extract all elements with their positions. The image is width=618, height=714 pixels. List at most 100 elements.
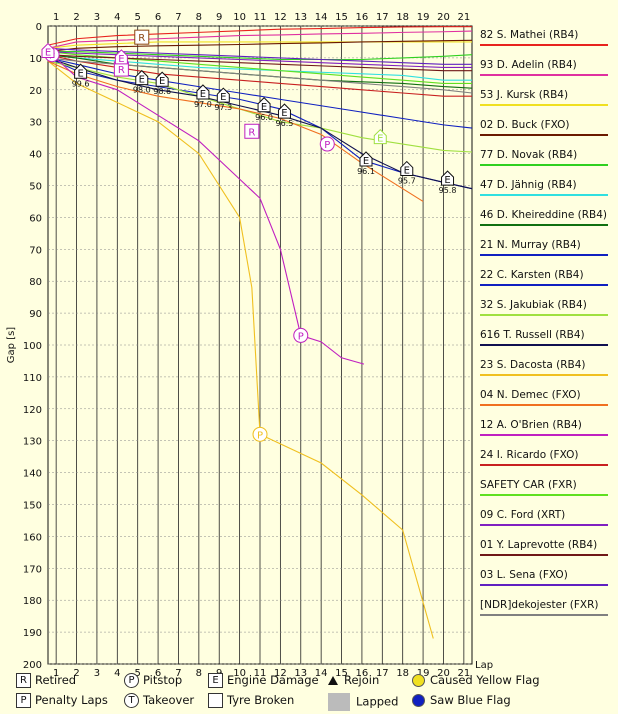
x-tick-label: 21 bbox=[457, 668, 470, 679]
marker-p: P bbox=[293, 327, 309, 343]
key-label: Caused Yellow Flag bbox=[430, 673, 540, 687]
marker-e: E98.0 bbox=[133, 69, 151, 95]
legend-entry: 616 T. Russell (RB4) bbox=[480, 329, 585, 341]
y-tick-label: 190 bbox=[23, 628, 42, 639]
x-tick-label: 13 bbox=[294, 668, 307, 679]
series-line bbox=[47, 60, 473, 153]
legend-entry: 93 D. Adelin (RB4) bbox=[480, 59, 577, 71]
series-line bbox=[47, 60, 434, 639]
key-label: Retired bbox=[35, 673, 77, 687]
legend-swatch bbox=[480, 374, 608, 376]
key-label: Tyre Broken bbox=[227, 693, 295, 707]
marker-e: E96.5 bbox=[276, 103, 294, 128]
x-tick-label: 5 bbox=[135, 668, 141, 679]
key-item: Lapped bbox=[328, 693, 398, 711]
key-item: T Takeover bbox=[124, 693, 194, 708]
marker-glyph: E bbox=[377, 134, 383, 145]
series-line bbox=[47, 47, 472, 65]
x-tick-label: 10 bbox=[233, 668, 246, 679]
marker-glyph: R bbox=[248, 127, 255, 138]
y-tick-label: 120 bbox=[23, 405, 42, 416]
key-box-icon: R bbox=[16, 673, 31, 688]
marker-e: E97.3 bbox=[214, 87, 232, 112]
legend-entry: 24 I. Ricardo (FXO) bbox=[480, 449, 579, 461]
key-item: Rejoin bbox=[328, 673, 379, 687]
key-item: Caused Yellow Flag bbox=[412, 673, 540, 687]
x-tick-label: 16 bbox=[356, 668, 369, 679]
y-tick-label: 30 bbox=[29, 118, 42, 129]
x-tick-label: 7 bbox=[175, 668, 181, 679]
x-tick-label: 6 bbox=[155, 668, 161, 679]
x-tick-label-top: 16 bbox=[356, 12, 369, 23]
x-tick-label-top: 10 bbox=[233, 12, 246, 23]
marker-label: 99.6 bbox=[72, 79, 90, 88]
legend-swatch bbox=[480, 194, 608, 196]
legend-swatch bbox=[480, 584, 608, 586]
x-tick-label: 2 bbox=[73, 668, 79, 679]
x-axis-label: Lap bbox=[475, 660, 493, 671]
x-tick-label-top: 6 bbox=[155, 12, 161, 23]
x-tick-label: 17 bbox=[376, 668, 389, 679]
series-line bbox=[47, 60, 424, 202]
legend-entry: 46 D. Kheireddine (RB4) bbox=[480, 209, 607, 221]
x-tick-label-top: 3 bbox=[94, 12, 100, 23]
key-label: Engine Damage bbox=[227, 673, 319, 687]
series-line bbox=[47, 50, 472, 69]
marker-e: E96.0 bbox=[255, 97, 273, 122]
x-tick-label-top: 17 bbox=[376, 12, 389, 23]
marker-glyph: E bbox=[404, 166, 410, 177]
x-tick-label-top: 4 bbox=[114, 12, 120, 23]
marker-e: E95.8 bbox=[439, 170, 456, 195]
key-box-icon: P bbox=[16, 693, 31, 708]
marker-glyph: E bbox=[45, 48, 51, 59]
y-tick-label: 20 bbox=[29, 86, 42, 97]
triangle-icon bbox=[328, 676, 338, 685]
key-item: Saw Blue Flag bbox=[412, 693, 511, 707]
key-item: P Pitstop bbox=[124, 673, 182, 688]
marker-r: R bbox=[134, 29, 150, 45]
legend-swatch bbox=[480, 284, 608, 286]
marker-glyph: P bbox=[257, 430, 263, 441]
marker-e: E97.0 bbox=[194, 84, 212, 109]
legend-swatch bbox=[480, 344, 608, 346]
y-tick-label: 90 bbox=[29, 309, 42, 320]
legend-entry: 22 C. Karsten (RB4) bbox=[480, 269, 584, 281]
y-tick-label: 130 bbox=[23, 437, 42, 448]
y-tick-label: 140 bbox=[23, 469, 42, 480]
y-tick-label: 180 bbox=[23, 596, 42, 607]
legend-swatch bbox=[480, 494, 608, 496]
x-tick-label-top: 19 bbox=[417, 12, 430, 23]
series-line bbox=[47, 57, 473, 129]
marker-e: E bbox=[373, 128, 387, 145]
marker-e: E95.7 bbox=[398, 160, 416, 186]
key-label: Lapped bbox=[356, 694, 399, 709]
marker-glyph: R bbox=[138, 33, 145, 44]
key-circle-icon: T bbox=[124, 693, 139, 708]
marker-label: 96.5 bbox=[276, 119, 294, 128]
marker-r: R bbox=[244, 123, 260, 139]
legend-entry: [NDR]dekojester (FXR) bbox=[480, 599, 599, 611]
key-label: Penalty Laps bbox=[35, 693, 108, 707]
legend-swatch bbox=[480, 224, 608, 226]
marker-label: 95.7 bbox=[398, 177, 416, 186]
x-tick-label: 8 bbox=[196, 668, 202, 679]
legend-entry: 21 N. Murray (RB4) bbox=[480, 239, 581, 251]
series-line bbox=[47, 57, 473, 94]
x-tick-label: 20 bbox=[437, 668, 450, 679]
x-tick-label: 19 bbox=[417, 668, 430, 679]
legend-entry: 82 S. Mathei (RB4) bbox=[480, 29, 579, 41]
x-tick-label-top: 14 bbox=[315, 12, 328, 23]
legend-entry: 32 S. Jakubiak (RB4) bbox=[480, 299, 587, 311]
legend-swatch bbox=[480, 554, 608, 556]
x-tick-label: 4 bbox=[114, 668, 120, 679]
x-tick-label-top: 12 bbox=[274, 12, 287, 23]
y-tick-label: 100 bbox=[23, 341, 42, 352]
marker-glyph: E bbox=[281, 108, 287, 119]
key-circle-icon: P bbox=[124, 673, 139, 688]
lapped-swatch bbox=[328, 693, 350, 711]
legend-swatch bbox=[480, 464, 608, 466]
series-line bbox=[47, 54, 472, 97]
series-line bbox=[47, 30, 473, 49]
